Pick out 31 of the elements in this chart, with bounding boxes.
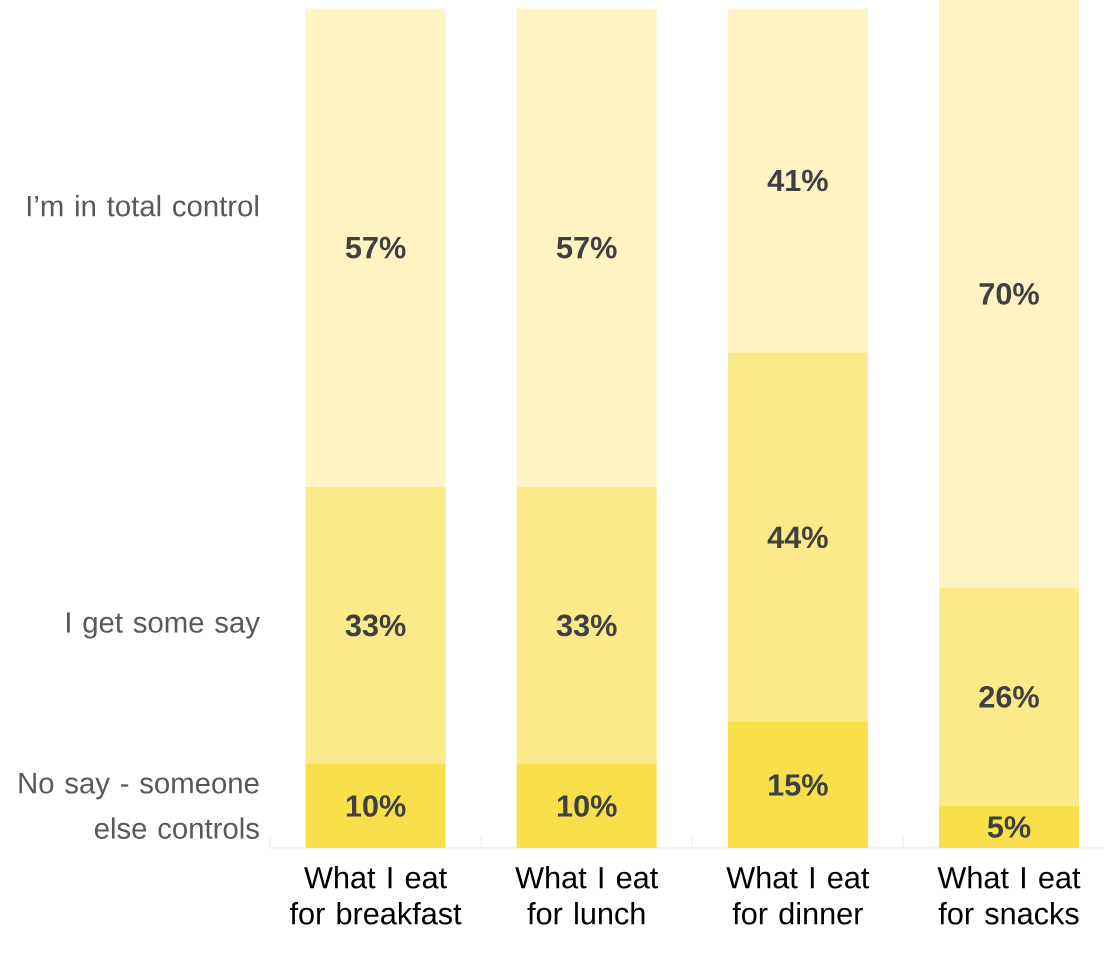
bar	[305, 764, 446, 848]
data-label: 44%	[767, 526, 828, 549]
data-label: 57%	[556, 236, 617, 259]
data-label: 15%	[769, 774, 828, 796]
data-label: 5%	[987, 816, 1031, 838]
bar	[516, 8, 657, 487]
bar	[938, 806, 1079, 848]
data-label: 26%	[979, 686, 1039, 708]
data-label: 33%	[556, 614, 617, 637]
series-label: I’m in total control	[27, 194, 258, 217]
data-label: 57%	[345, 236, 406, 259]
bar	[727, 722, 868, 848]
data-label: 10%	[557, 795, 617, 817]
bar	[516, 486, 657, 765]
series-label: I get some say	[67, 612, 260, 639]
x-tick-label: What I eat for snacks	[937, 866, 1081, 925]
bar	[938, 0, 1079, 588]
x-tick-label: What I eat for lunch	[515, 866, 659, 925]
data-label: 41%	[767, 169, 828, 192]
bar	[305, 8, 446, 487]
x-tick-label: What I eat for breakfast	[289, 866, 462, 925]
data-label: 70%	[979, 282, 1039, 305]
data-label: 33%	[345, 614, 406, 637]
bar	[727, 8, 868, 353]
series-label: No say - someone else controls	[19, 773, 259, 839]
bar	[305, 486, 446, 765]
bar	[516, 764, 657, 848]
x-tick-label: What I eat for dinner	[726, 866, 870, 925]
bar	[727, 352, 868, 723]
bar	[938, 587, 1079, 807]
data-label: 10%	[346, 795, 406, 817]
